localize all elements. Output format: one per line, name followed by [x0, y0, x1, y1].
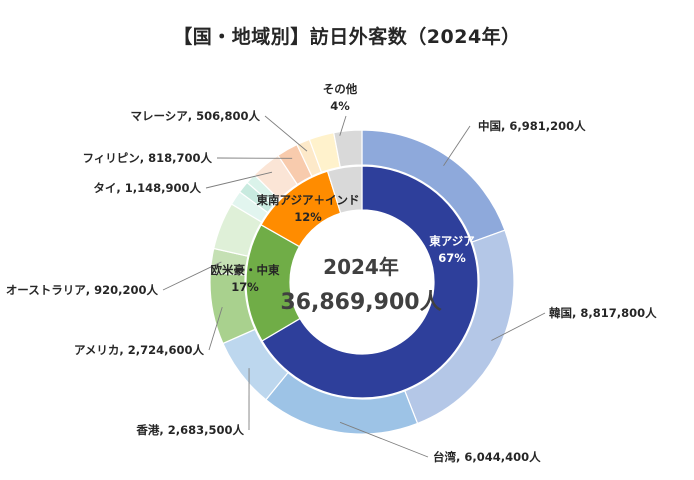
inner-label-other: その他: [323, 82, 358, 96]
leader-line-korea: [491, 312, 546, 341]
leader-line-australia: [162, 261, 222, 291]
chart-title: 【国・地域別】訪日外客数（2024年）: [173, 26, 521, 48]
leader-line-malaysia: [264, 115, 308, 152]
inner-percent-east_asia: 67%: [438, 251, 466, 265]
outer-ring: [209, 129, 515, 435]
outer-label-taiwan: 台湾, 6,044,400人: [433, 450, 541, 464]
outer-label-china: 中国, 6,981,200人: [478, 119, 586, 133]
inner-percent-other: 4%: [330, 99, 350, 113]
inner-percent-europe_us_au_me: 17%: [231, 280, 259, 294]
outer-label-philippines: フィリピン, 818,700人: [82, 151, 212, 165]
outer-label-hongkong: 香港, 2,683,500人: [135, 423, 244, 437]
outer-label-korea: 韓国, 8,817,800人: [549, 306, 657, 320]
inner-label-europe_us_au_me: 欧米豪・中東: [211, 263, 280, 277]
inner-label-sea_india: 東南アジア＋インド: [256, 193, 359, 207]
inner-percent-sea_india: 12%: [294, 210, 322, 224]
outer-label-usa: アメリカ, 2,724,600人: [74, 343, 205, 357]
outer-slice-other: [333, 129, 363, 168]
inner-slice-other: [326, 165, 363, 214]
inner-ring: [245, 165, 479, 399]
leader-lines: [162, 115, 546, 458]
outer-label-australia: オーストラリア, 920,200人: [6, 283, 159, 297]
outer-label-malaysia: マレーシア, 506,800人: [130, 109, 260, 123]
leader-line-taiwan: [339, 421, 429, 458]
center-year: 2024年: [323, 255, 399, 279]
outer-label-thailand: タイ, 1,148,900人: [93, 181, 201, 195]
inner-label-east_asia: 東アジア: [429, 234, 475, 248]
center-total: 36,869,900人: [280, 290, 441, 315]
leader-line-other: [339, 115, 347, 136]
leader-line-thailand: [205, 171, 273, 189]
inner-slice-east_asia: [261, 165, 479, 399]
leader-line-usa: [208, 306, 223, 351]
leader-line-china: [443, 125, 471, 166]
